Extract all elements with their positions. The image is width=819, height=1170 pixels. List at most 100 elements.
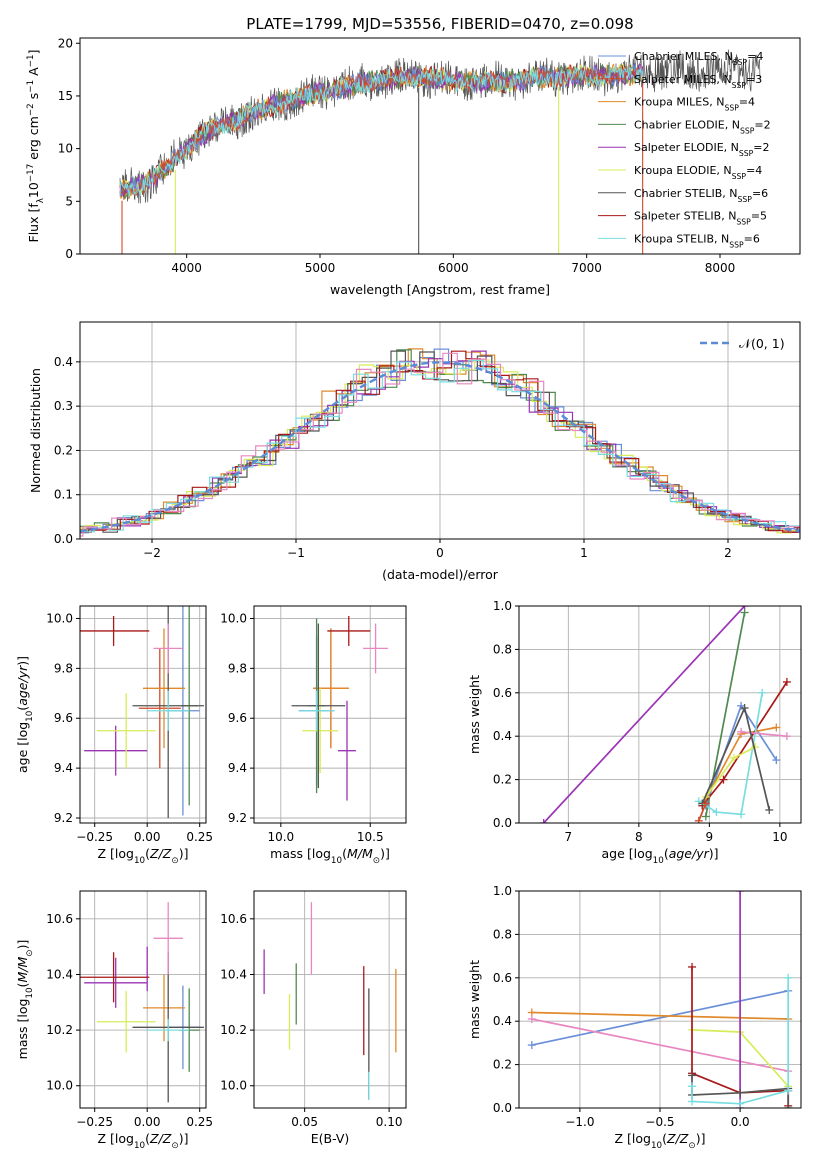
x-tick-label: 1: [580, 546, 588, 560]
axes-frame-spectrum: [79, 37, 801, 255]
x-tick-label: 5000: [305, 261, 336, 275]
y-tick-label: 0.2: [493, 773, 512, 787]
weight-line: [531, 989, 789, 1046]
y-tick-label: 0.2: [54, 443, 73, 457]
y-axis-label: Normed distribution: [28, 368, 43, 493]
plot-area-mass_vs_Z: [80, 902, 204, 1103]
plot-area-spectrum: [119, 49, 761, 254]
x-tick-label: −2: [143, 546, 161, 560]
legend-label: Chabrier STELIB, NSSP=6: [634, 187, 768, 204]
legend-label: Salpeter STELIB, NSSP=5: [634, 210, 767, 227]
x-tick-label: 7000: [571, 261, 602, 275]
y-tick-label: 1.0: [493, 884, 512, 898]
y-tick-label: 0.4: [493, 729, 512, 743]
y-axis-label: mass weight: [467, 960, 482, 1039]
y-tick-label: 0.0: [493, 816, 512, 830]
y-tick-label: 0.4: [493, 1014, 512, 1028]
plot-area-weight_vs_age: [539, 606, 791, 823]
legend-label: Chabrier ELODIE, NSSP=2: [634, 118, 771, 135]
x-tick-label: −0.5: [645, 1115, 674, 1129]
x-tick-label: 0.0: [731, 1115, 750, 1129]
y-tick-label: 1.0: [493, 599, 512, 613]
y-tick-label: 0.6: [493, 686, 512, 700]
y-tick-label: 0.6: [493, 971, 512, 985]
y-tick-label: 0: [65, 247, 73, 261]
y-tick-label: 9.8: [54, 661, 73, 675]
x-tick-label: 0.25: [186, 1115, 213, 1129]
x-tick-label: 10.0: [267, 830, 294, 844]
plot-area-residuals: [80, 348, 800, 538]
y-tick-label: 10.4: [220, 967, 247, 981]
plot-area-age_vs_Z: [80, 606, 204, 819]
histogram-step: [80, 359, 800, 534]
y-tick-label: 15: [58, 89, 73, 103]
y-tick-label: 0.8: [493, 927, 512, 941]
weight-line: [531, 1018, 789, 1072]
y-tick-label: 9.4: [54, 761, 73, 775]
y-axis-label: age [log10(age/yr)]: [15, 656, 35, 773]
y-tick-label: 0.3: [54, 399, 73, 413]
x-tick-label: 4000: [171, 261, 202, 275]
y-tick-label: 10: [58, 142, 73, 156]
legend-label: Chabrier MILES, NSSP=4: [634, 50, 763, 67]
x-axis-label: (data-model)/error: [382, 567, 499, 582]
x-axis-label: E(B-V): [311, 1131, 350, 1146]
plot-area-mass_vs_EBV: [263, 902, 397, 1100]
y-tick-label: 0.2: [493, 1058, 512, 1072]
histogram-step: [80, 350, 800, 533]
x-tick-label: 6000: [438, 261, 469, 275]
x-tick-label: 10.5: [357, 830, 384, 844]
x-axis-label: wavelength [Angstrom, rest frame]: [330, 282, 550, 297]
legend-label: Salpeter MILES, NSSP=3: [634, 73, 762, 90]
x-tick-label: −0.25: [76, 1115, 113, 1129]
x-tick-label: 0.10: [376, 1115, 403, 1129]
x-tick-label: −1.0: [565, 1115, 594, 1129]
plot-area-age_vs_mass: [291, 615, 389, 801]
x-tick-label: 10: [772, 830, 787, 844]
y-tick-label: 10.0: [46, 1079, 73, 1093]
legend-label: Kroupa ELODIE, NSSP=4: [634, 164, 762, 181]
x-tick-label: 9: [706, 830, 714, 844]
histogram-step: [80, 352, 800, 537]
weight-line: [701, 681, 788, 807]
x-axis-label: Z [log10(Z/Z⊙)]: [98, 846, 189, 866]
x-tick-label: −0.25: [76, 830, 113, 844]
weight-line: [543, 606, 746, 823]
figure-title: PLATE=1799, MJD=53556, FIBERID=0470, z=0…: [246, 15, 633, 33]
x-tick-label: 0.00: [134, 830, 161, 844]
y-axis-label: Flux [fλ10−17 erg cm−2 s−1 A−1]: [26, 50, 46, 243]
y-tick-label: 10.2: [46, 1023, 73, 1037]
y-tick-label: 10.6: [46, 912, 73, 926]
y-tick-label: 10.0: [220, 611, 247, 625]
x-tick-label: 0: [436, 546, 444, 560]
y-tick-label: 9.6: [228, 711, 247, 725]
y-axis-label: mass weight: [467, 675, 482, 754]
x-tick-label: 0.05: [291, 1115, 318, 1129]
normal-curve: [80, 361, 800, 533]
legend-label: Kroupa MILES, NSSP=4: [634, 96, 755, 113]
y-axis-label: mass [log10(M/M⊙)]: [15, 940, 35, 1060]
axes-frame-mass_vs_Z: [79, 890, 207, 1109]
x-tick-label: −1: [287, 546, 305, 560]
y-tick-label: 10.0: [220, 1079, 247, 1093]
legend-label: Kroupa STELIB, NSSP=6: [634, 232, 760, 249]
x-tick-label: 8: [635, 830, 643, 844]
x-axis-label: Z [log10(Z/Z⊙)]: [615, 1131, 706, 1151]
y-tick-label: 20: [58, 36, 73, 50]
y-tick-label: 0.8: [493, 642, 512, 656]
legend-label: Salpeter ELODIE, NSSP=2: [634, 141, 770, 158]
legend-label: 𝒩(0, 1): [739, 336, 785, 351]
x-tick-label: 2: [724, 546, 732, 560]
weight-line: [698, 803, 707, 822]
axes-frame-age_vs_Z: [79, 605, 207, 824]
y-tick-label: 10.6: [220, 912, 247, 926]
y-tick-label: 0.1: [54, 488, 73, 502]
y-tick-label: 9.8: [228, 661, 247, 675]
x-axis-label: age [log10(age/yr)]: [601, 846, 718, 866]
y-tick-label: 9.4: [228, 761, 247, 775]
weight-line: [531, 1011, 789, 1020]
y-tick-label: 10.0: [46, 611, 73, 625]
y-tick-label: 10.2: [220, 1023, 247, 1037]
x-tick-label: 8000: [705, 261, 736, 275]
axes-frame-mass_vs_EBV: [253, 890, 407, 1109]
